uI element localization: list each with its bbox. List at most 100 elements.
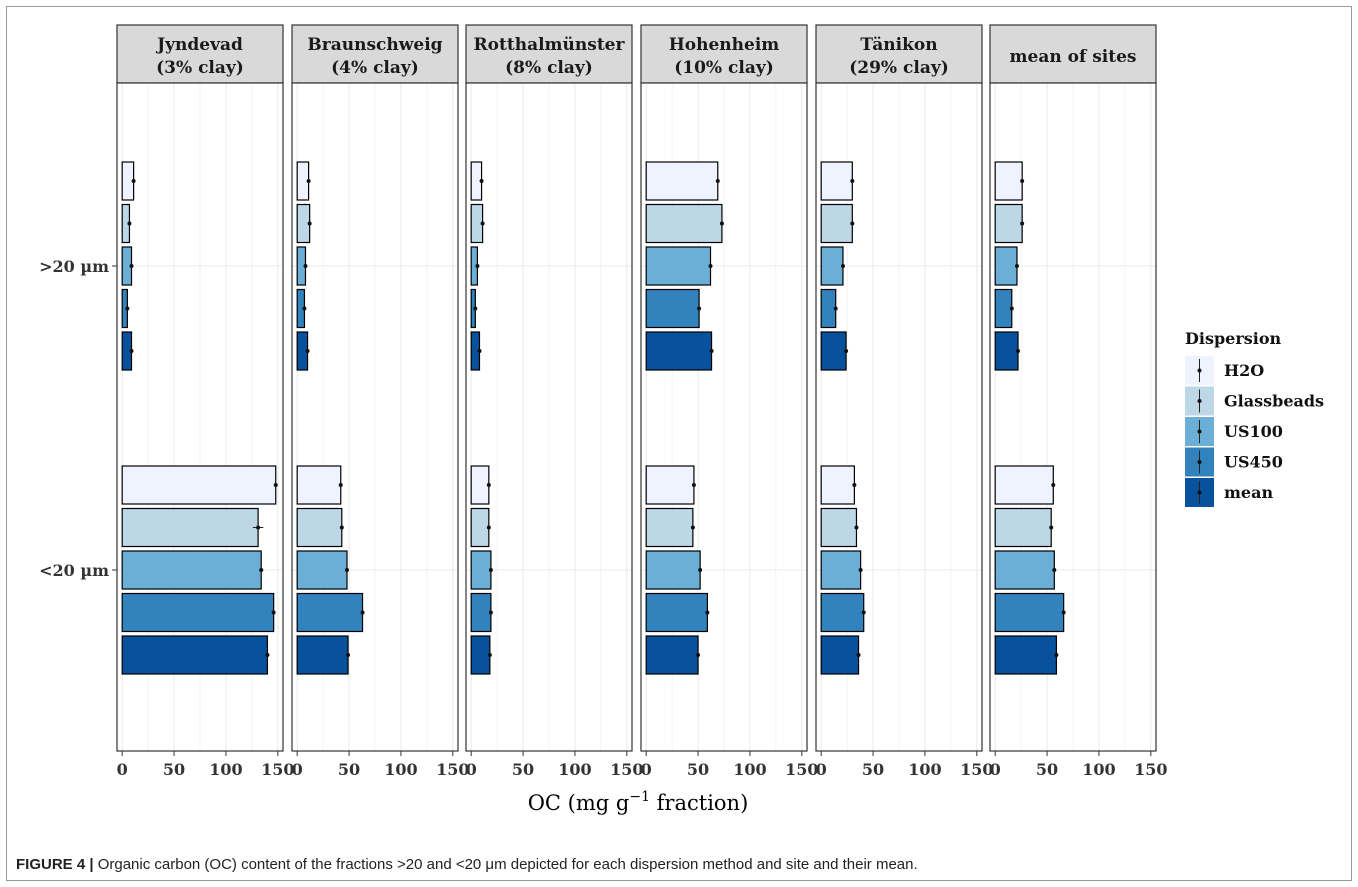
bar bbox=[645, 246, 712, 286]
bar bbox=[296, 635, 349, 675]
bar bbox=[820, 203, 853, 244]
mean-point bbox=[1061, 610, 1066, 615]
mean-point bbox=[856, 653, 861, 657]
mean-point bbox=[127, 221, 132, 226]
bar bbox=[820, 550, 862, 590]
facet-subtitle: (3% clay) bbox=[156, 58, 244, 78]
bar bbox=[121, 550, 262, 590]
x-tick-label: 50 bbox=[163, 760, 185, 779]
bar bbox=[994, 331, 1019, 371]
mean-point bbox=[850, 221, 855, 226]
mean-point bbox=[488, 610, 493, 615]
bar bbox=[645, 465, 695, 505]
bar bbox=[994, 203, 1023, 244]
bar bbox=[296, 465, 342, 505]
y-tick-label: <20 µm bbox=[39, 561, 109, 580]
bar bbox=[820, 161, 853, 201]
x-tick-label: 100 bbox=[209, 760, 242, 779]
x-tick-label: 50 bbox=[1036, 760, 1058, 779]
bar bbox=[296, 507, 343, 548]
legend-point bbox=[1197, 399, 1202, 403]
bar bbox=[994, 465, 1054, 505]
bar bbox=[121, 465, 277, 505]
bar bbox=[121, 592, 275, 633]
mean-point bbox=[1051, 483, 1056, 487]
mean-point bbox=[129, 349, 134, 353]
mean-point bbox=[339, 525, 344, 530]
facet-subtitle: (29% clay) bbox=[849, 58, 949, 78]
facet-strip bbox=[989, 24, 1157, 84]
mean-point bbox=[691, 483, 696, 487]
bar bbox=[994, 507, 1052, 548]
x-axis-title-suffix: fraction) bbox=[650, 791, 748, 815]
mean-point bbox=[338, 483, 343, 487]
bar bbox=[470, 635, 491, 675]
mean-point bbox=[850, 179, 855, 183]
bar bbox=[470, 465, 490, 505]
bar bbox=[296, 550, 348, 590]
mean-point bbox=[833, 306, 838, 311]
mean-point bbox=[480, 221, 485, 226]
legend-point bbox=[1197, 368, 1202, 373]
facet-strip bbox=[465, 24, 633, 84]
bar bbox=[470, 550, 492, 590]
legend-point bbox=[1197, 490, 1202, 495]
mean-point bbox=[307, 221, 312, 226]
mean-point bbox=[705, 610, 710, 615]
mean-point bbox=[840, 264, 845, 268]
mean-point bbox=[271, 610, 276, 615]
facet-strip bbox=[291, 24, 459, 84]
mean-point bbox=[479, 179, 484, 183]
bar bbox=[994, 635, 1058, 675]
bar bbox=[121, 507, 259, 548]
mean-point bbox=[131, 179, 136, 183]
mean-point bbox=[125, 306, 130, 311]
mean-point bbox=[259, 568, 264, 572]
x-tick-label: 100 bbox=[384, 760, 417, 779]
mean-point bbox=[488, 568, 493, 572]
mean-point bbox=[306, 179, 311, 183]
bar bbox=[645, 592, 709, 633]
mean-point bbox=[719, 221, 724, 226]
facet-subtitle: (10% clay) bbox=[674, 58, 774, 78]
x-tick-label: 50 bbox=[512, 760, 534, 779]
legend-point bbox=[1197, 429, 1202, 434]
mean-point bbox=[1020, 221, 1025, 226]
mean-point bbox=[698, 568, 703, 572]
mean-point bbox=[708, 264, 713, 268]
panel-border bbox=[291, 82, 459, 752]
mean-point bbox=[697, 306, 702, 311]
mean-point bbox=[858, 568, 863, 572]
mean-point bbox=[477, 349, 482, 353]
bar bbox=[820, 507, 858, 548]
legend-label: mean bbox=[1224, 483, 1273, 502]
mean-point bbox=[265, 653, 270, 657]
x-tick-label: 100 bbox=[733, 760, 766, 779]
bar bbox=[820, 288, 837, 329]
bar bbox=[470, 507, 490, 548]
y-tick-label: >20 µm bbox=[39, 257, 109, 276]
mean-point bbox=[303, 264, 308, 268]
facet-strip bbox=[640, 24, 808, 84]
bar bbox=[820, 635, 860, 675]
panel-border bbox=[116, 82, 284, 752]
bar bbox=[645, 550, 701, 590]
mean-point bbox=[861, 610, 866, 615]
legend-label: Glassbeads bbox=[1224, 392, 1324, 411]
facet-title: Tänikon bbox=[860, 35, 937, 55]
mean-point bbox=[344, 568, 349, 572]
x-tick-label: 0 bbox=[292, 760, 303, 779]
mean-point bbox=[1054, 653, 1059, 657]
mean-point bbox=[1049, 525, 1054, 530]
mean-point bbox=[346, 653, 351, 657]
facet-subtitle: (4% clay) bbox=[331, 58, 419, 78]
x-tick-label: 0 bbox=[641, 760, 652, 779]
mean-point bbox=[1014, 264, 1019, 268]
x-tick-label: 100 bbox=[1082, 760, 1115, 779]
x-tick-label: 0 bbox=[466, 760, 477, 779]
bar bbox=[994, 592, 1065, 633]
bar bbox=[296, 592, 364, 633]
mean-point bbox=[360, 610, 365, 615]
panel-border bbox=[640, 82, 808, 752]
x-tick-label: 150 bbox=[1134, 760, 1167, 779]
